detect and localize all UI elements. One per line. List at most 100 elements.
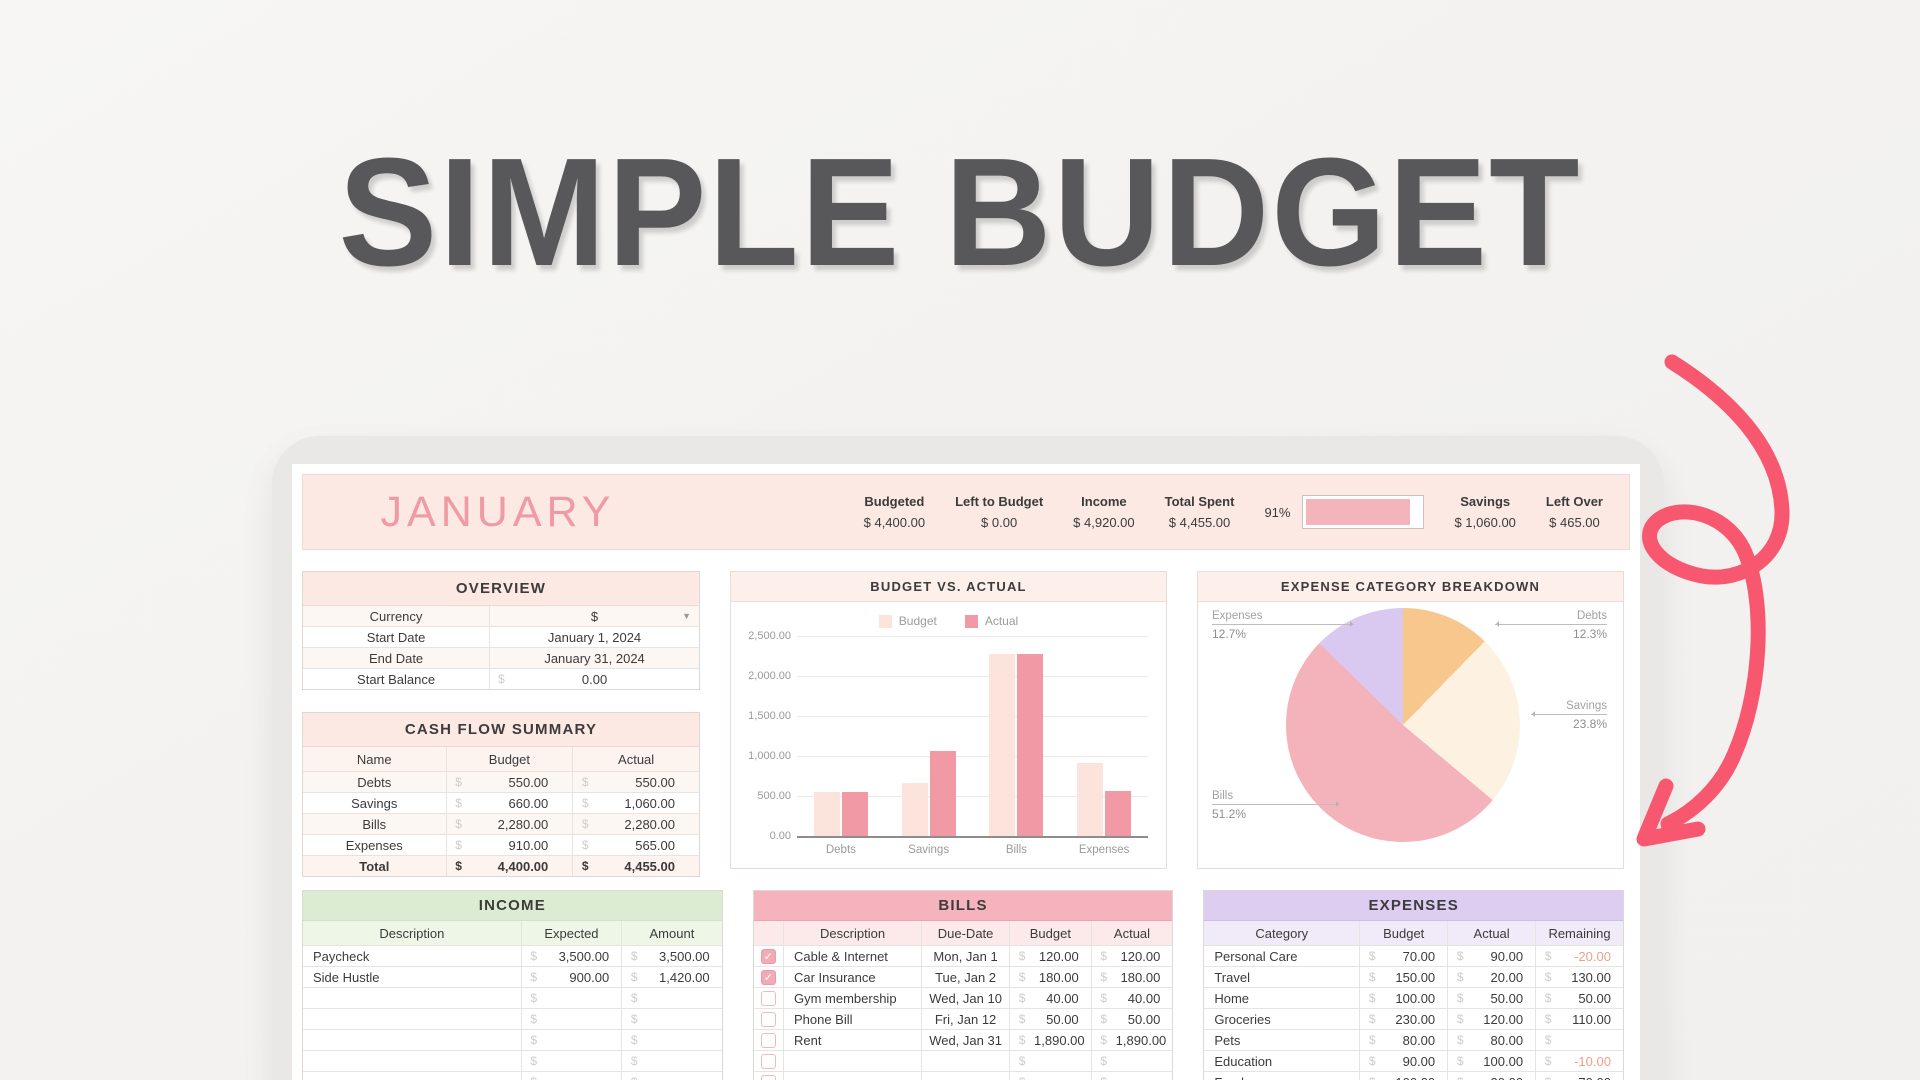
money-cell[interactable]: $	[1092, 1072, 1173, 1080]
bill-budget[interactable]: $	[1009, 1051, 1091, 1071]
bill-due-date[interactable]: Fri, Jan 12	[921, 1009, 1009, 1029]
expense-category[interactable]: Groceries	[1214, 1011, 1271, 1027]
money-cell[interactable]: $	[622, 988, 721, 1008]
income-amount[interactable]: $	[621, 1072, 721, 1080]
expense-actual[interactable]: $50.00	[1447, 988, 1535, 1008]
money-cell[interactable]: $80.00	[1360, 1030, 1447, 1050]
cash-flow-budget[interactable]: $550.00	[445, 772, 573, 792]
money-cell[interactable]: $40.00	[1092, 988, 1173, 1008]
income-amount[interactable]: $	[621, 988, 721, 1008]
dropdown-caret-icon[interactable]: ▼	[682, 611, 691, 621]
money-cell[interactable]: $	[1010, 1051, 1091, 1071]
income-expected[interactable]: $	[520, 988, 621, 1008]
income-amount[interactable]: $1,420.00	[621, 967, 721, 987]
income-description[interactable]	[303, 1072, 521, 1080]
money-cell[interactable]: $	[522, 1030, 621, 1050]
expense-category[interactable]: Home	[1214, 990, 1250, 1006]
money-cell[interactable]: $3,500.00	[522, 946, 621, 966]
money-cell[interactable]: $150.00	[1360, 967, 1447, 987]
money-cell[interactable]: $50.00	[1092, 1009, 1173, 1029]
bill-actual[interactable]: $	[1090, 1051, 1173, 1071]
bill-actual[interactable]: $50.00	[1090, 1009, 1173, 1029]
expense-budget[interactable]: $70.00	[1359, 946, 1447, 966]
bill-description[interactable]: Cable & Internet	[782, 946, 921, 966]
bill-description[interactable]: Gym membership	[782, 988, 921, 1008]
bill-description[interactable]	[782, 1072, 921, 1080]
cash-flow-actual[interactable]: $1,060.00	[572, 793, 699, 813]
expense-actual[interactable]: $20.00	[1447, 967, 1535, 987]
money-cell[interactable]: $1,420.00	[622, 967, 721, 987]
bill-due-date[interactable]: Wed, Jan 31	[921, 1030, 1009, 1050]
checkbox-unchecked[interactable]	[760, 1011, 776, 1027]
cash-flow-actual[interactable]: $550.00	[572, 772, 699, 792]
money-cell[interactable]: $180.00	[1092, 967, 1173, 987]
money-cell[interactable]: $1,890.00	[1092, 1030, 1173, 1050]
cash-flow-budget[interactable]: $910.00	[445, 835, 573, 855]
money-cell[interactable]: $2,280.00	[447, 814, 573, 834]
expense-budget[interactable]: $90.00	[1359, 1051, 1447, 1071]
money-cell[interactable]: $2,280.00	[573, 814, 699, 834]
bill-description[interactable]: Rent	[782, 1030, 921, 1050]
income-description[interactable]	[303, 1030, 521, 1050]
money-cell[interactable]: $	[1092, 1051, 1173, 1071]
cash-flow-actual[interactable]: $2,280.00	[572, 814, 699, 834]
money-cell[interactable]: $4,400.00	[447, 856, 573, 876]
expense-category[interactable]: Personal Care	[1214, 948, 1298, 964]
money-cell[interactable]: $	[622, 1051, 721, 1071]
income-expected[interactable]: $900.00	[520, 967, 621, 987]
money-cell[interactable]: $90.00	[1360, 1051, 1447, 1071]
money-cell[interactable]: $100.00	[1360, 1072, 1447, 1080]
cash-flow-budget[interactable]: $660.00	[445, 793, 573, 813]
expense-category[interactable]: Food	[1204, 1072, 1359, 1080]
expense-remaining[interactable]: $70.00	[1535, 1072, 1623, 1080]
money-cell[interactable]: $50.00	[1448, 988, 1535, 1008]
income-amount[interactable]: $	[621, 1030, 721, 1050]
overview-value-cell[interactable]: January 1, 2024	[489, 627, 699, 647]
checkbox-checked[interactable]: ✓	[760, 969, 776, 985]
money-cell[interactable]: $	[522, 1009, 621, 1029]
money-cell[interactable]: $	[622, 1030, 721, 1050]
expense-category[interactable]: Education	[1214, 1053, 1273, 1069]
income-description[interactable]	[303, 988, 521, 1008]
expense-actual[interactable]: $90.00	[1447, 946, 1535, 966]
checkbox-unchecked[interactable]	[760, 1074, 776, 1080]
money-cell[interactable]: $ -10.00	[1536, 1051, 1623, 1071]
money-cell[interactable]: $3,500.00	[622, 946, 721, 966]
money-cell[interactable]: $70.00	[1536, 1072, 1623, 1080]
income-description[interactable]: Paycheck	[313, 948, 370, 964]
money-cell[interactable]: $100.00	[1448, 1051, 1535, 1071]
money-cell[interactable]: $1,890.00	[1010, 1030, 1091, 1050]
money-cell[interactable]: $130.00	[1536, 967, 1623, 987]
bill-actual[interactable]: $180.00	[1090, 967, 1173, 987]
expense-budget[interactable]: $100.00	[1359, 988, 1447, 1008]
bill-actual[interactable]: $1,890.00	[1090, 1030, 1173, 1050]
money-cell[interactable]: $4,455.00	[573, 856, 699, 876]
money-cell[interactable]: $120.00	[1092, 946, 1173, 966]
money-cell[interactable]: $100.00	[1360, 988, 1447, 1008]
checkbox-unchecked[interactable]	[760, 1032, 776, 1048]
money-cell[interactable]: $20.00	[1448, 967, 1535, 987]
income-expected[interactable]: $	[520, 1072, 621, 1080]
expense-remaining[interactable]: $110.00	[1535, 1009, 1623, 1029]
money-cell[interactable]: $	[622, 1072, 721, 1080]
bill-budget[interactable]: $180.00	[1009, 967, 1091, 987]
income-amount[interactable]: $	[621, 1009, 721, 1029]
money-cell[interactable]: $ -20.00	[1536, 946, 1623, 966]
money-cell[interactable]: $900.00	[522, 967, 621, 987]
income-amount[interactable]: $3,500.00	[621, 946, 721, 966]
overview-value-cell[interactable]: January 31, 2024	[489, 648, 699, 668]
expense-budget[interactable]: $150.00	[1359, 967, 1447, 987]
bill-budget[interactable]: $1,890.00	[1009, 1030, 1091, 1050]
money-cell[interactable]: $80.00	[1448, 1030, 1535, 1050]
expense-category[interactable]: Pets	[1214, 1032, 1241, 1048]
income-amount[interactable]: $	[621, 1051, 721, 1071]
overview-value-cell[interactable]: $0.00	[489, 669, 699, 689]
income-expected[interactable]: $	[520, 1030, 621, 1050]
expense-category[interactable]: Travel	[1214, 969, 1250, 985]
bill-budget[interactable]: $40.00	[1009, 988, 1091, 1008]
bill-due-date[interactable]: Wed, Jan 10	[921, 988, 1009, 1008]
money-cell[interactable]: $180.00	[1010, 967, 1091, 987]
expense-remaining[interactable]: $	[1535, 1030, 1623, 1050]
bill-due-date[interactable]	[921, 1072, 1009, 1080]
bill-due-date[interactable]	[921, 1051, 1009, 1071]
